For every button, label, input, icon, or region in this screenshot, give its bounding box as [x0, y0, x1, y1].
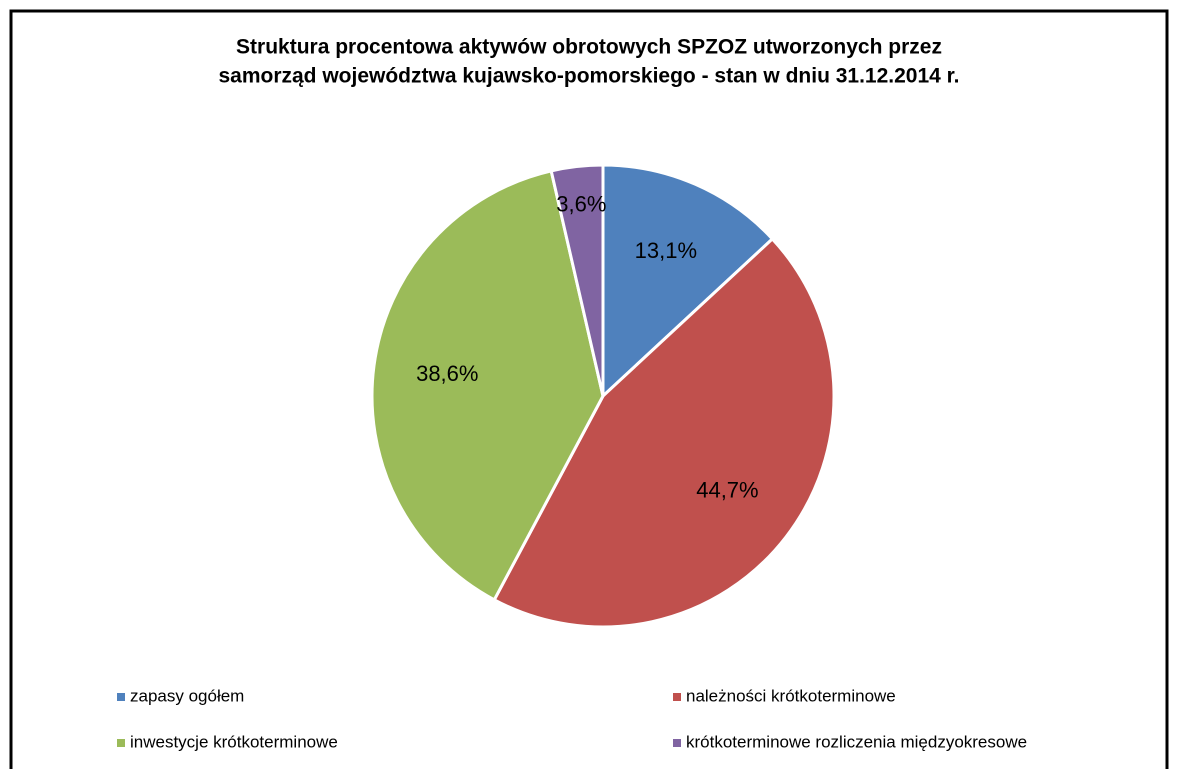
legend-label: krótkoterminowe rozliczenia międzyokreso…	[686, 732, 1027, 751]
legend-swatch	[673, 693, 681, 701]
data-label: 44,7%	[696, 478, 758, 503]
legend-label: należności krótkoterminowe	[686, 686, 896, 705]
data-label: 38,6%	[416, 361, 478, 386]
data-label: 3,6%	[556, 191, 606, 216]
pie-slice	[549, 163, 605, 397]
legend-swatch	[673, 739, 681, 747]
legend-label: inwestycje krótkoterminowe	[130, 732, 338, 751]
chart-title: Struktura procentowa aktywów obrotowych …	[236, 36, 942, 59]
chart-title: samorząd województwa kujawsko-pomorskieg…	[218, 65, 959, 88]
pie-slice	[370, 169, 605, 602]
legend-swatch	[117, 739, 125, 747]
legend-label: zapasy ogółem	[130, 686, 244, 705]
pie-slice	[492, 236, 836, 629]
legend-swatch	[117, 693, 125, 701]
pie-slice	[601, 163, 775, 400]
data-label: 13,1%	[635, 238, 697, 263]
